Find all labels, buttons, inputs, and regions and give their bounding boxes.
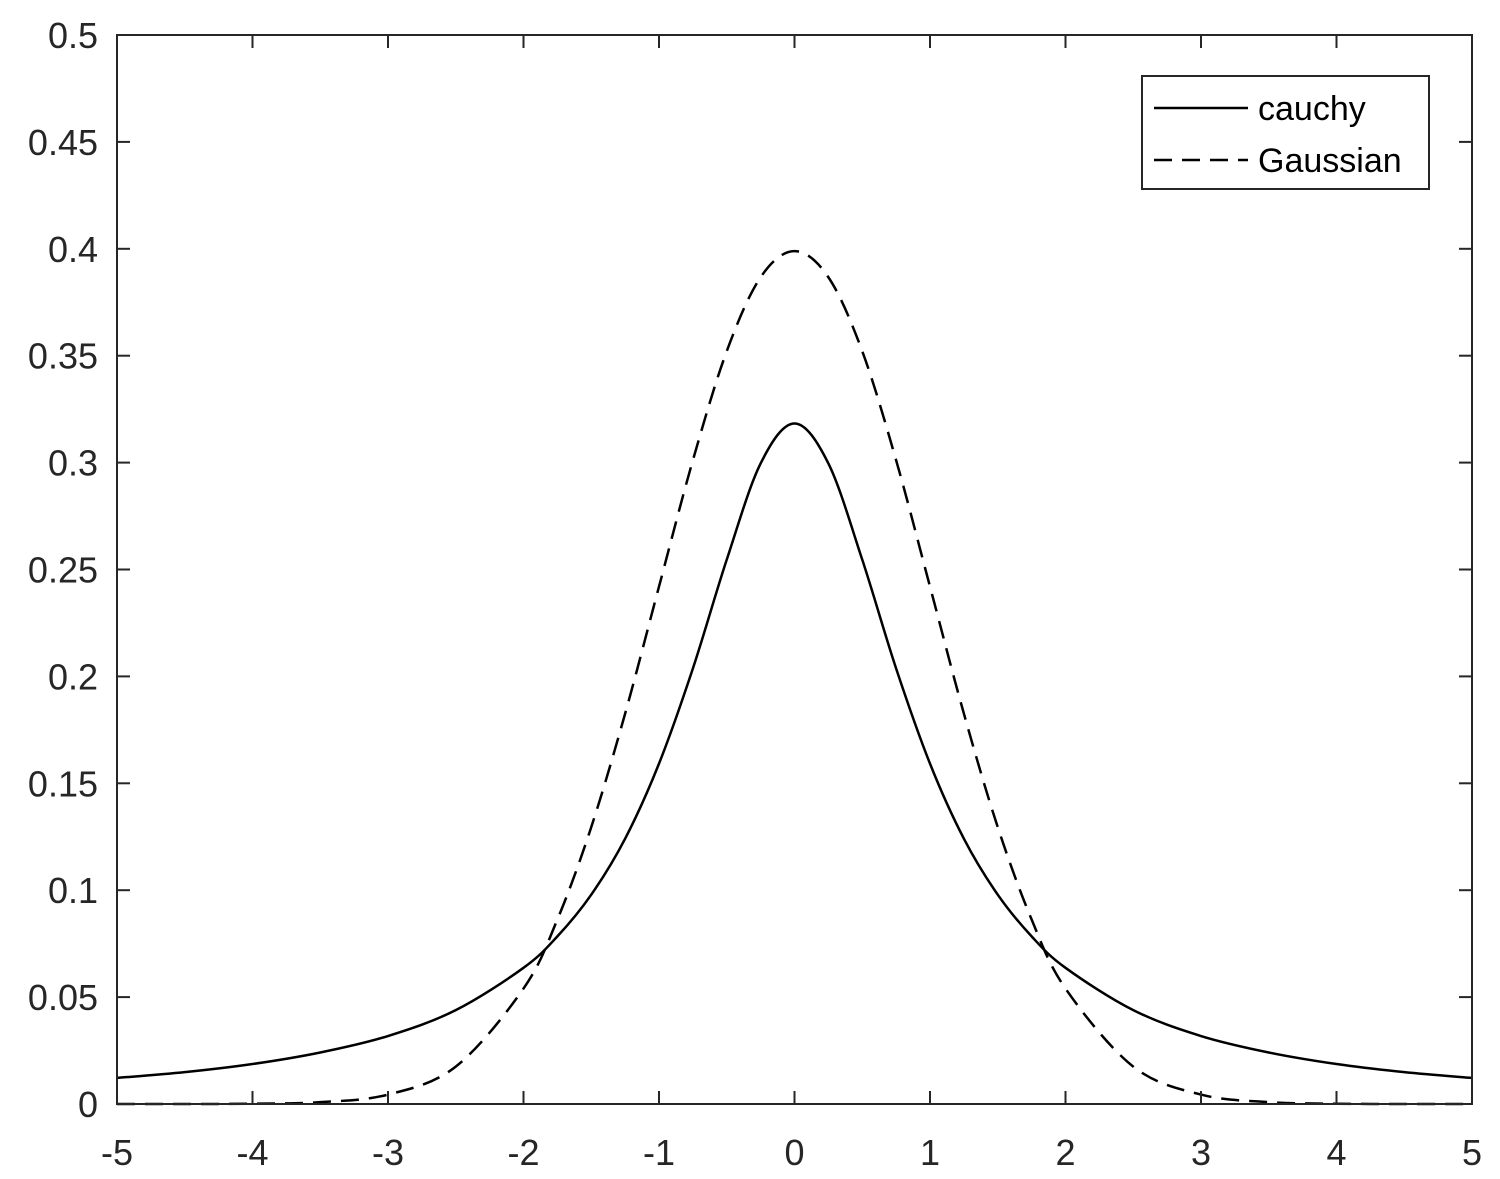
x-tick-label: 3 (1191, 1132, 1211, 1173)
y-tick-label: 0.2 (48, 656, 98, 697)
y-tick-label: 0.3 (48, 443, 98, 484)
y-tick-label: 0.4 (48, 229, 98, 270)
series-line-cauchy (116, 422, 1473, 1080)
x-tick-label: 4 (1326, 1132, 1346, 1173)
series-line-gaussian (116, 249, 1473, 1106)
y-tick-label: 0.35 (28, 336, 98, 377)
y-tick-label: 0 (78, 1084, 98, 1125)
y-tick-label: 0.5 (48, 15, 98, 56)
y-tick-label: 0.25 (28, 550, 98, 591)
series-layer (116, 249, 1473, 1106)
x-tick-label: 0 (784, 1132, 804, 1173)
x-tick-label: -4 (236, 1132, 268, 1173)
legend-label-cauchy: cauchy (1258, 90, 1366, 128)
y-tick-label: 0.15 (28, 763, 98, 804)
y-tick-label: 0.05 (28, 977, 98, 1018)
y-tick-label: 0.45 (28, 122, 98, 163)
x-tick-label: -2 (507, 1132, 539, 1173)
x-tick-label: -1 (643, 1132, 675, 1173)
plot-area (117, 35, 1472, 1104)
x-tick-label: 5 (1462, 1132, 1482, 1173)
x-tick-label: -3 (372, 1132, 404, 1173)
x-tick-label: -5 (101, 1132, 133, 1173)
x-tick-label: 1 (920, 1132, 940, 1173)
x-tick-label: 2 (1055, 1132, 1075, 1173)
legend: cauchy Gaussian (1141, 75, 1430, 190)
legend-box (1141, 75, 1430, 190)
legend-label-gaussian: Gaussian (1258, 142, 1402, 180)
y-tick-label: 0.1 (48, 870, 98, 911)
tick-layer: -5 -4 -3 -2 -1 0 1 2 3 4 5 0 0.05 0.1 0.15 0.2 0.25 0.3 0.… (28, 15, 1482, 1173)
